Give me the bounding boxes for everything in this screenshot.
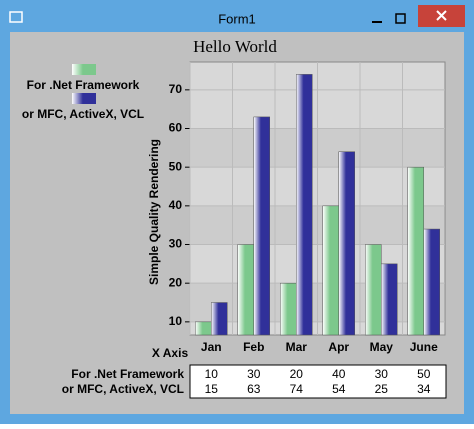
legend-swatch	[72, 93, 96, 104]
x-axis-label: X Axis	[152, 346, 189, 360]
y-tick-label: 40	[169, 198, 183, 212]
x-tick-label: Mar	[286, 340, 308, 354]
x-tick-label: May	[370, 340, 394, 354]
y-tick-label: 10	[169, 314, 183, 328]
bar	[322, 205, 339, 336]
bar	[237, 244, 254, 336]
table-value: 40	[332, 367, 346, 381]
table-value: 63	[247, 382, 261, 396]
bar	[365, 244, 382, 336]
close-icon	[436, 10, 447, 21]
x-tick-label: Jan	[201, 340, 222, 354]
bar	[211, 302, 228, 336]
table-row-label: or MFC, ActiveX, VCL	[62, 382, 184, 396]
maximize-button[interactable]	[395, 13, 406, 24]
x-tick-label: Feb	[243, 340, 264, 354]
bar	[280, 282, 297, 336]
y-axis-label: Simple Quality Rendering	[147, 139, 161, 285]
bar	[423, 228, 440, 336]
bar	[253, 116, 270, 336]
table-value: 20	[290, 367, 304, 381]
y-tick-label: 50	[169, 159, 183, 173]
x-tick-label: Apr	[328, 340, 349, 354]
bar	[296, 74, 313, 336]
table-value: 25	[375, 382, 389, 396]
window-icon	[9, 11, 23, 23]
bar	[407, 166, 424, 336]
legend-label: or MFC, ActiveX, VCL	[22, 107, 144, 121]
y-tick-label: 70	[169, 82, 183, 96]
y-tick-label: 20	[169, 275, 183, 289]
table-value: 74	[290, 382, 304, 396]
table-value: 34	[417, 382, 431, 396]
data-table	[189, 364, 447, 399]
table-value: 10	[205, 367, 219, 381]
bar	[381, 263, 398, 336]
table-value: 50	[417, 367, 431, 381]
legend-label: For .Net Framework	[27, 78, 140, 92]
legend-swatch	[72, 64, 96, 75]
table-value: 30	[247, 367, 261, 381]
y-tick-label: 30	[169, 237, 183, 251]
chart-title: Hello World	[193, 37, 277, 56]
table-row-label: For .Net Framework	[71, 367, 184, 381]
y-tick-label: 60	[169, 121, 183, 135]
table-value: 54	[332, 382, 346, 396]
bar	[195, 321, 212, 336]
window-title: Form1	[218, 11, 256, 26]
table-value: 30	[375, 367, 389, 381]
x-tick-label: June	[410, 340, 438, 354]
table-value: 15	[205, 382, 219, 396]
bar	[338, 151, 355, 336]
